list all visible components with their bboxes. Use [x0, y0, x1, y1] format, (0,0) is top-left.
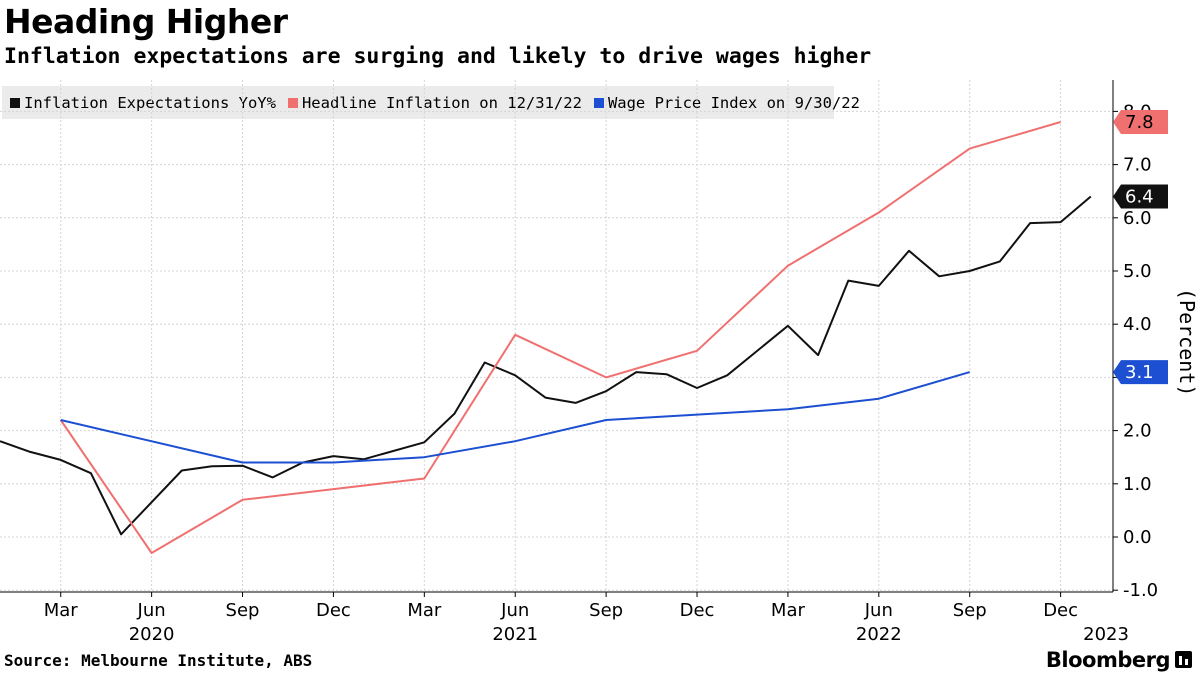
- x-tick-label: Jun: [137, 600, 166, 621]
- bloomberg-chart-icon: [1175, 651, 1192, 668]
- end-badge-1: [1113, 110, 1168, 135]
- y-tick-label: -1.0: [1123, 580, 1158, 601]
- chart-subtitle: Inflation expectations are surging and l…: [4, 44, 872, 69]
- legend-label: Headline Inflation on 12/31/22: [301, 93, 582, 112]
- x-tick-label: Jun: [864, 600, 893, 621]
- series-line-1: [59, 121, 1061, 554]
- legend-item-inflation-expectations[interactable]: Inflation Expectations YoY%: [10, 94, 276, 112]
- x-tick-label: Sep: [953, 600, 987, 621]
- x-year-label: 2020: [129, 624, 175, 645]
- legend-label: Inflation Expectations YoY%: [24, 93, 276, 112]
- x-year-label: 2022: [856, 624, 902, 645]
- x-tick-label: Dec: [316, 600, 351, 621]
- legend-swatch: [10, 97, 20, 108]
- end-badge-label: 7.8: [1125, 112, 1154, 133]
- y-tick-label: 0.0: [1123, 527, 1152, 548]
- chart-title: Heading Higher: [4, 2, 288, 41]
- x-tick-label: Mar: [771, 600, 806, 621]
- end-badge-0: [1113, 184, 1168, 209]
- legend-swatch: [287, 97, 298, 108]
- y-tick-label: 4.0: [1123, 314, 1152, 335]
- y-tick-label: 1.0: [1123, 474, 1152, 495]
- x-tick-label: Jun: [500, 600, 529, 621]
- end-badge-label: 3.1: [1125, 362, 1154, 383]
- end-badge-label: 6.4: [1125, 187, 1154, 208]
- series-line-0: [0, 195, 1092, 536]
- series-line-2: [60, 371, 970, 464]
- x-year-label: 2021: [492, 624, 538, 645]
- legend-swatch: [593, 97, 604, 108]
- x-tick-label: Dec: [1043, 600, 1078, 621]
- x-tick-label: Dec: [680, 600, 715, 621]
- brand-logo-text: Bloomberg: [1045, 648, 1171, 672]
- legend: Inflation Expectations YoY% Headline Inf…: [2, 86, 860, 119]
- y-tick-label: 5.0: [1123, 261, 1152, 282]
- x-tick-label: Sep: [226, 600, 260, 621]
- legend-label: Wage Price Index on 9/30/22: [607, 93, 860, 112]
- end-badge-2: [1113, 360, 1168, 385]
- gridlines: [0, 80, 1113, 592]
- legend-item-headline-inflation[interactable]: Headline Inflation on 12/31/22: [287, 93, 582, 112]
- y-axis-label: (Percent): [1175, 288, 1199, 396]
- source-note: Source: Melbourne Institute, ABS: [4, 651, 313, 670]
- x-tick-label: Sep: [589, 600, 623, 621]
- legend-item-wage-price-index[interactable]: Wage Price Index on 9/30/22: [593, 93, 860, 112]
- x-year-label: 2023: [1083, 624, 1129, 645]
- axes: -1.00.01.02.03.04.05.06.07.08.0MarJunSep…: [0, 80, 1158, 645]
- series-lines: [0, 121, 1092, 554]
- y-tick-label: 7.0: [1123, 155, 1152, 176]
- x-tick-label: Mar: [407, 600, 442, 621]
- end-value-badges: 6.4 7.8 3.1: [1113, 110, 1168, 385]
- x-tick-label: Mar: [44, 600, 79, 621]
- y-tick-label: 6.0: [1123, 208, 1152, 229]
- y-tick-label: 2.0: [1123, 421, 1152, 442]
